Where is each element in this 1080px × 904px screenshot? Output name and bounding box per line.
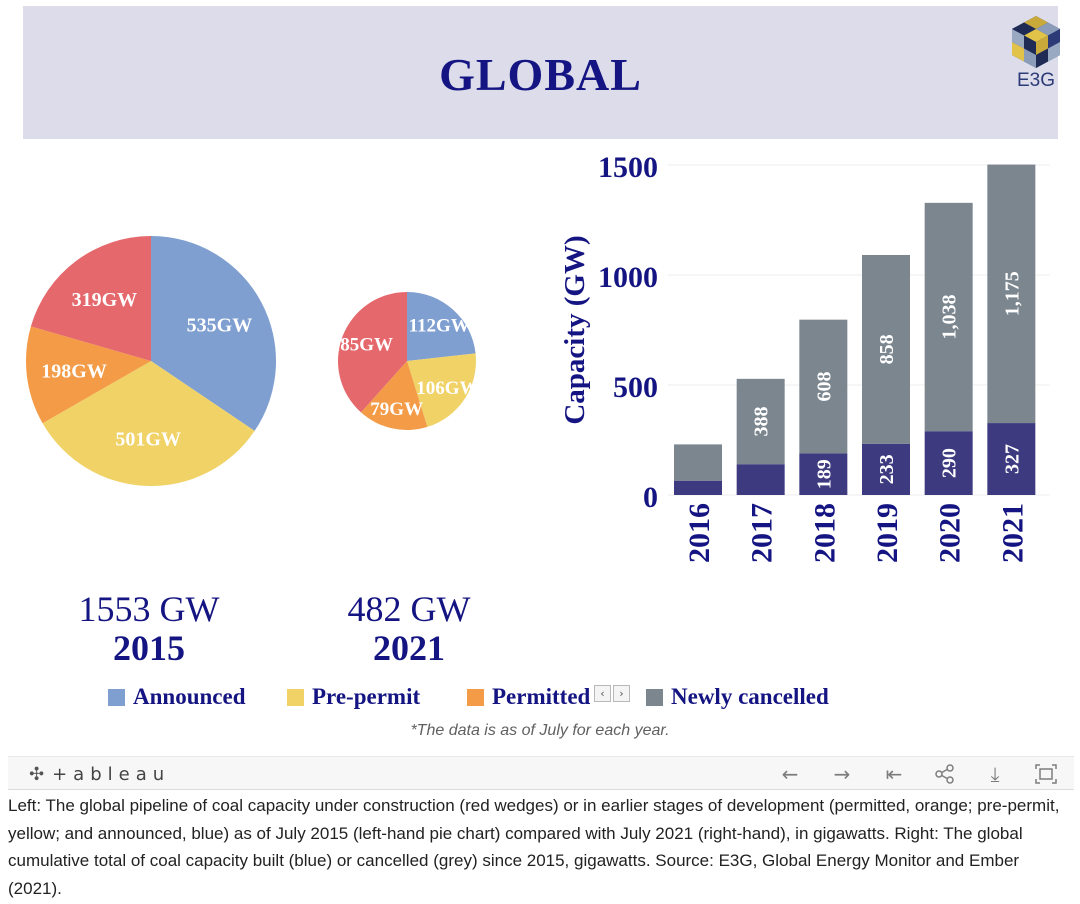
pie-2015-slice-announced[interactable] xyxy=(151,236,276,431)
bar-chart: 0 500 1000 1500 Capacity (GW) 2016 388 2017 189 6… xyxy=(559,151,1050,563)
pie-2015-label-pre-permit: 501GW xyxy=(115,428,181,450)
bar-label-2021-newly-cancelled: 1,175 xyxy=(1001,271,1023,316)
bar-label-2019-built: 233 xyxy=(876,454,898,484)
data-note: *The data is as of July for each year. xyxy=(410,722,670,739)
total-2015-year: 2015 xyxy=(113,628,185,668)
tableau-cross-icon: ✣ xyxy=(29,763,45,785)
bar-label-2017-newly-cancelled: 388 xyxy=(751,407,773,437)
x-tick-2019: 2019 xyxy=(871,503,904,563)
legend-swatch-newly-cancelled xyxy=(646,688,663,706)
bar-label-2020-built: 290 xyxy=(939,448,961,478)
bar-2020-built[interactable] xyxy=(924,431,973,495)
page-title: GLOBAL xyxy=(439,49,642,100)
x-tick-2020: 2020 xyxy=(934,503,967,563)
bar-label-2018-built: 189 xyxy=(813,459,835,489)
share-button[interactable] xyxy=(929,761,961,787)
pie-2021-slice-announced[interactable] xyxy=(407,292,476,361)
bar-2020-newly-cancelled[interactable] xyxy=(924,202,973,432)
y-axis-label: Capacity (GW) xyxy=(559,235,591,424)
total-2021-value: 482 GW xyxy=(347,589,471,629)
bar-label-2020-newly-cancelled: 1,038 xyxy=(939,295,961,340)
fullscreen-icon xyxy=(1035,764,1057,784)
bar-label-2021-built: 327 xyxy=(1001,444,1023,474)
pie-2015-label-announced: 535GW xyxy=(187,315,253,337)
total-2021: 482 GW 2021 xyxy=(314,590,504,668)
legend-swatch-pre-permit xyxy=(287,688,304,706)
bar-2019-built[interactable] xyxy=(862,443,910,495)
pie-2021-label-permitted: 79GW xyxy=(370,399,423,420)
bar-2017-newly-cancelled[interactable] xyxy=(736,378,785,465)
total-2015-value: 1553 GW xyxy=(78,589,220,629)
bar-2021-built[interactable] xyxy=(987,423,1036,495)
pie-2021-label-pre-permit: 106GW xyxy=(416,378,478,399)
pie-2015-slice-pre-permit[interactable] xyxy=(42,361,255,487)
bar-2016-built[interactable] xyxy=(674,480,722,495)
legend-item-pre-permit[interactable]: Pre-permit xyxy=(287,683,420,711)
pie-2015-slice-under-construction[interactable] xyxy=(30,236,151,361)
bar-label-2019-newly-cancelled: 858 xyxy=(876,334,898,364)
tableau-wordmark: +ableau xyxy=(52,763,171,785)
legend-label-permitted: Permitted xyxy=(492,684,591,709)
pie-2015-slice-permitted[interactable] xyxy=(25,326,152,424)
legend-next-button[interactable]: › xyxy=(613,685,630,702)
pie-2021-slice-pre-permit[interactable] xyxy=(407,353,477,427)
pie-2021-slice-under-construction[interactable] xyxy=(338,292,407,413)
revert-button[interactable]: ⇤ xyxy=(885,762,903,786)
redo-button[interactable]: → xyxy=(833,762,851,786)
x-tick-2021: 2021 xyxy=(996,503,1029,563)
fullscreen-button[interactable] xyxy=(1030,761,1062,787)
legend: Announced Pre-permit Permitted Newly can… xyxy=(0,683,1080,711)
bar-label-2018-newly-cancelled: 608 xyxy=(813,372,835,402)
legend-item-newly-cancelled[interactable]: Newly cancelled xyxy=(646,683,829,711)
pie-2021-label-under-construction: 185GW xyxy=(331,334,393,355)
y-tick-0: 0 xyxy=(643,481,658,514)
figure-caption: Left: The global pipeline of coal capaci… xyxy=(8,796,1060,898)
legend-prev-button[interactable]: ‹ xyxy=(594,685,611,702)
pie-2021-label-announced: 112GW xyxy=(409,316,470,337)
x-tick-2018: 2018 xyxy=(808,503,841,563)
y-tick-1500: 1500 xyxy=(598,151,658,184)
legend-swatch-announced xyxy=(108,688,125,706)
total-2015: 1553 GW 2015 xyxy=(44,590,254,668)
bar-2016-newly-cancelled[interactable] xyxy=(674,444,722,481)
bar-2019-newly-cancelled[interactable] xyxy=(862,254,910,444)
header-banner: GLOBAL E3G xyxy=(23,6,1060,139)
bar-2018-built[interactable] xyxy=(799,453,848,495)
pie-2015-label-permitted: 198GW xyxy=(41,360,107,382)
bar-2021-newly-cancelled[interactable] xyxy=(987,164,1036,424)
download-button[interactable]: ⤓ xyxy=(990,762,1000,786)
share-icon xyxy=(935,764,954,784)
y-tick-500: 500 xyxy=(613,371,658,404)
pie-2021-slice-permitted[interactable] xyxy=(360,361,428,430)
legend-item-announced[interactable]: Announced xyxy=(108,683,245,711)
y-tick-1000: 1000 xyxy=(598,261,658,294)
bar-2018-newly-cancelled[interactable] xyxy=(799,319,848,454)
legend-label-newly-cancelled: Newly cancelled xyxy=(671,684,829,709)
legend-item-permitted[interactable]: Permitted xyxy=(467,683,590,711)
tableau-logo[interactable]: ✣ +ableau xyxy=(29,761,170,787)
undo-button[interactable]: ← xyxy=(781,762,799,786)
x-tick-2017: 2017 xyxy=(746,503,779,563)
bar-2017-built[interactable] xyxy=(736,464,785,495)
x-tick-2016: 2016 xyxy=(683,503,716,563)
legend-label-pre-permit: Pre-permit xyxy=(312,684,421,709)
e3g-logo-text: E3G xyxy=(1016,70,1056,91)
total-2021-year: 2021 xyxy=(373,628,445,668)
legend-swatch-permitted xyxy=(467,688,484,706)
e3g-hexagon-icon xyxy=(1012,16,1060,68)
tableau-toolbar: ✣ +ableau ← → ⇤ ⤓ xyxy=(8,756,1074,790)
legend-pager: ‹ › xyxy=(594,685,630,702)
pie-2015-label-under-construction: 319GW xyxy=(72,289,138,311)
pie-2015: 535GW 501GW 198GW 319GW xyxy=(25,236,276,487)
e3g-logo: E3G xyxy=(1006,14,1066,98)
legend-label-announced: Announced xyxy=(133,684,246,709)
